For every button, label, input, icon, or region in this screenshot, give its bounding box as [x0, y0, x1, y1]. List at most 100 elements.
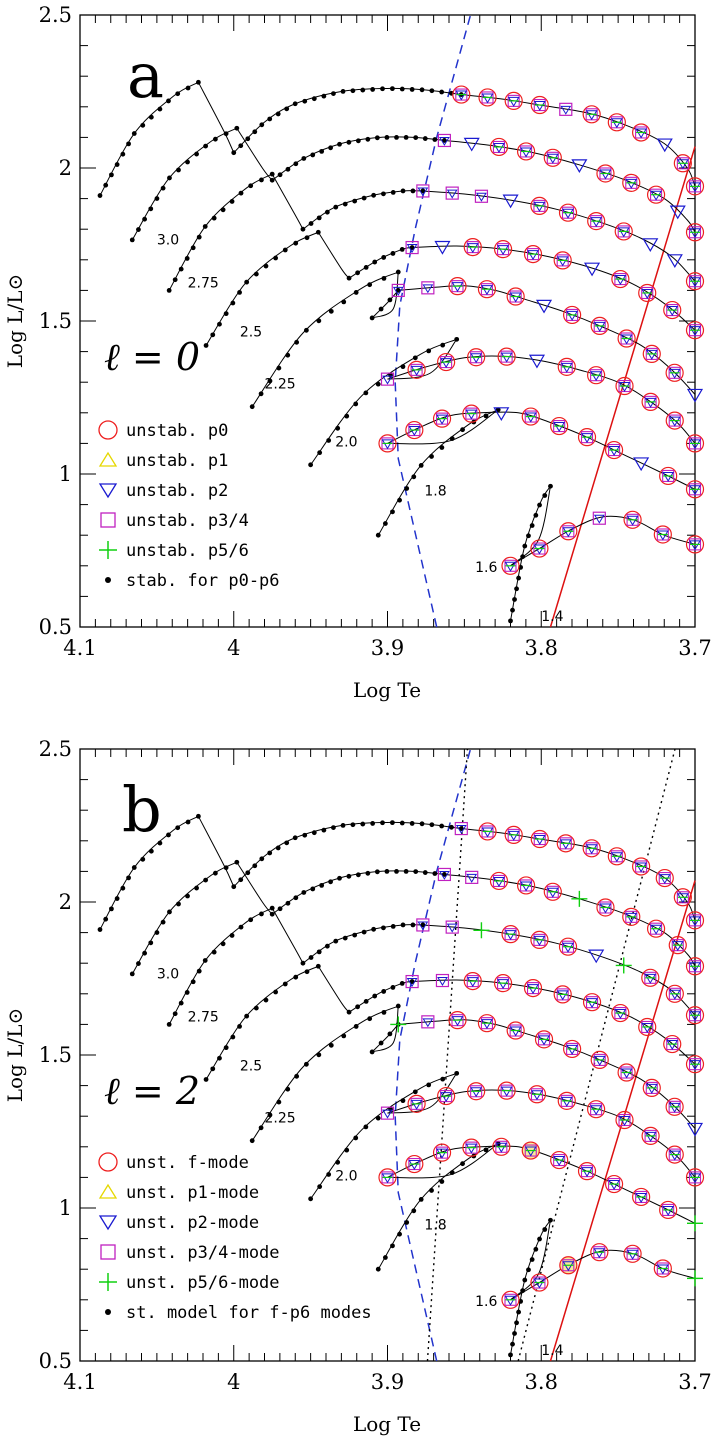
track-3.0: 3.0	[97, 813, 705, 983]
legend-dot-icon	[105, 1309, 111, 1315]
unstable-p0-marker	[655, 868, 674, 888]
unstable-p2-marker	[593, 321, 606, 332]
stable-model-dot	[267, 1112, 273, 1118]
stable-model-dot	[422, 136, 428, 141]
unstable-p2-marker	[689, 540, 701, 551]
unstable-p2-marker	[546, 153, 559, 164]
stable-model-dot	[131, 865, 137, 870]
stable-model-dot	[285, 1086, 291, 1092]
stable-branch-path	[271, 870, 445, 915]
legend-item: unstab. p2	[98, 481, 228, 501]
stable-model-dot	[285, 900, 291, 906]
unstable-p0-marker	[582, 839, 601, 858]
stable-model-dot	[454, 336, 460, 342]
unstable-p2-marker	[608, 1180, 620, 1191]
legend-item: stab. for p0-p6	[105, 571, 280, 591]
unstable-branch-path	[412, 979, 696, 1065]
unstable-p0-marker	[467, 348, 486, 367]
legend-item: unst. p5/6-mode	[99, 1273, 280, 1293]
legend-item: unst. p1-mode	[98, 1183, 259, 1203]
stable-model-dot	[148, 940, 154, 946]
stable-model-dot	[238, 143, 244, 149]
unstable-p2-marker	[406, 244, 418, 254]
panel-a: 3.0 2.75 2.5 2.25 2.0 1.8 1.6 1.4 4.1 4 3.9 3.8 3.7…	[3, 3, 712, 702]
stable-model-dot	[346, 873, 352, 879]
unstable-p0-marker	[615, 1110, 634, 1130]
unstable-p2-marker	[509, 1026, 522, 1037]
unstable-p3-marker	[445, 186, 459, 200]
unstable-p0-marker	[622, 907, 641, 926]
unstable-p2-marker	[481, 827, 494, 838]
unstable-p2-marker	[668, 1102, 681, 1113]
stable-model-dot	[514, 586, 519, 592]
unstable-p0-marker	[623, 510, 642, 529]
y-tick-label: 1.5	[39, 309, 72, 333]
unstable-p2-marker	[614, 1009, 627, 1020]
stable-model-dot	[294, 339, 300, 345]
unstable-p2-marker	[533, 835, 546, 846]
stable-model-dot	[411, 474, 417, 480]
stable-model-dot	[374, 869, 380, 875]
stable-model-dot	[319, 148, 325, 154]
stable-model-dot	[365, 136, 371, 142]
stable-model-dot	[190, 245, 196, 251]
stable-model-dot	[370, 821, 376, 826]
unstable-p0-marker	[642, 344, 661, 364]
unstable-p0-marker	[557, 357, 576, 376]
stable-model-dot	[194, 885, 199, 891]
stable-model-dot	[211, 215, 217, 221]
y-tick-label: 0.5	[39, 1349, 72, 1373]
unstable-branch-path	[398, 285, 696, 395]
unstable-p2-marker	[642, 238, 659, 253]
stable-model-dot	[429, 822, 435, 828]
stable-model-dot	[429, 454, 434, 459]
unstable-p0-marker	[497, 1081, 516, 1100]
stable-model-dot	[176, 167, 181, 173]
unstable-p2-marker	[593, 1055, 606, 1066]
unstable-p2-marker	[470, 353, 483, 364]
stable-model-dot	[321, 827, 327, 833]
degree-label: ℓ = 2	[104, 1069, 200, 1113]
unstable-p2-marker	[527, 984, 539, 995]
legend-label: unstab. p1	[126, 451, 228, 471]
hook-path	[387, 1073, 458, 1114]
unstable-p0-marker	[685, 1168, 705, 1187]
stable-model-dot	[542, 493, 548, 498]
unstable-p2-marker	[465, 409, 478, 420]
stable-model-dot	[234, 125, 240, 131]
hook-path	[236, 861, 273, 915]
main-sequence-path	[310, 338, 457, 466]
unstable-p2-marker	[417, 921, 429, 931]
unstable-branch-path	[412, 245, 696, 331]
legend-triangle-down-icon	[98, 483, 118, 499]
track-1.6: 1.6	[375, 1137, 703, 1310]
unstable-p2-marker	[676, 159, 689, 170]
hook-path	[236, 127, 273, 181]
unstable-p0-marker	[607, 847, 626, 866]
unstable-p0-marker	[478, 822, 497, 841]
unstable-p0-marker	[527, 1085, 547, 1104]
unstable-p0-marker	[632, 857, 651, 876]
unstable-p2-marker	[481, 1019, 493, 1030]
stable-model-dot	[238, 190, 244, 196]
unstable-p0-marker	[521, 407, 540, 426]
stable-model-dot	[344, 413, 350, 419]
unstable-p0-marker	[497, 347, 516, 366]
unstable-p2-marker	[666, 1040, 679, 1051]
stable-model-dot	[326, 1172, 332, 1177]
unstable-p0-marker	[665, 984, 684, 1003]
unstable-p0-marker	[477, 1014, 497, 1033]
track-2.5: 2.5	[166, 905, 705, 1074]
stable-model-dot	[231, 150, 237, 156]
stable-model-dot	[382, 521, 388, 526]
stable-model-dot	[126, 141, 131, 147]
stable-model-dot	[522, 543, 528, 549]
stable-model-dot	[326, 438, 332, 443]
legend-label: unst. p3/4-mode	[126, 1243, 280, 1263]
stable-model-dot	[344, 1147, 350, 1153]
unstable-p2-marker	[656, 1264, 669, 1275]
x-tick-label: 3.9	[371, 1370, 404, 1394]
stable-model-dot	[548, 1217, 553, 1223]
stable-model-dot	[363, 265, 369, 270]
